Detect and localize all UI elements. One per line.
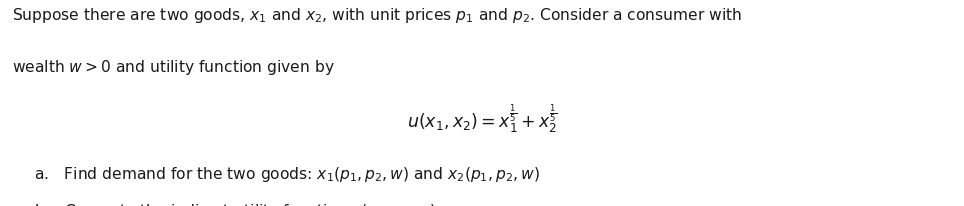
Text: a. Find demand for the two goods: $x_1(p_1, p_2, w)$ and $x_2(p_1, p_2, w)$: a. Find demand for the two goods: $x_1(p…	[34, 165, 540, 184]
Text: Suppose there are two goods, $x_1$ and $x_2$, with unit prices $p_1$ and $p_2$. : Suppose there are two goods, $x_1$ and $…	[12, 6, 741, 25]
Text: wealth $w > 0$ and utility function given by: wealth $w > 0$ and utility function give…	[12, 58, 335, 77]
Text: $u(x_1, x_2) = x_1^{\frac{1}{5}} + x_2^{\frac{1}{5}}$: $u(x_1, x_2) = x_1^{\frac{1}{5}} + x_2^{…	[407, 103, 557, 136]
Text: b. Compute the indirect utility function $v(p_1, p_2, w)$: b. Compute the indirect utility function…	[34, 202, 436, 206]
